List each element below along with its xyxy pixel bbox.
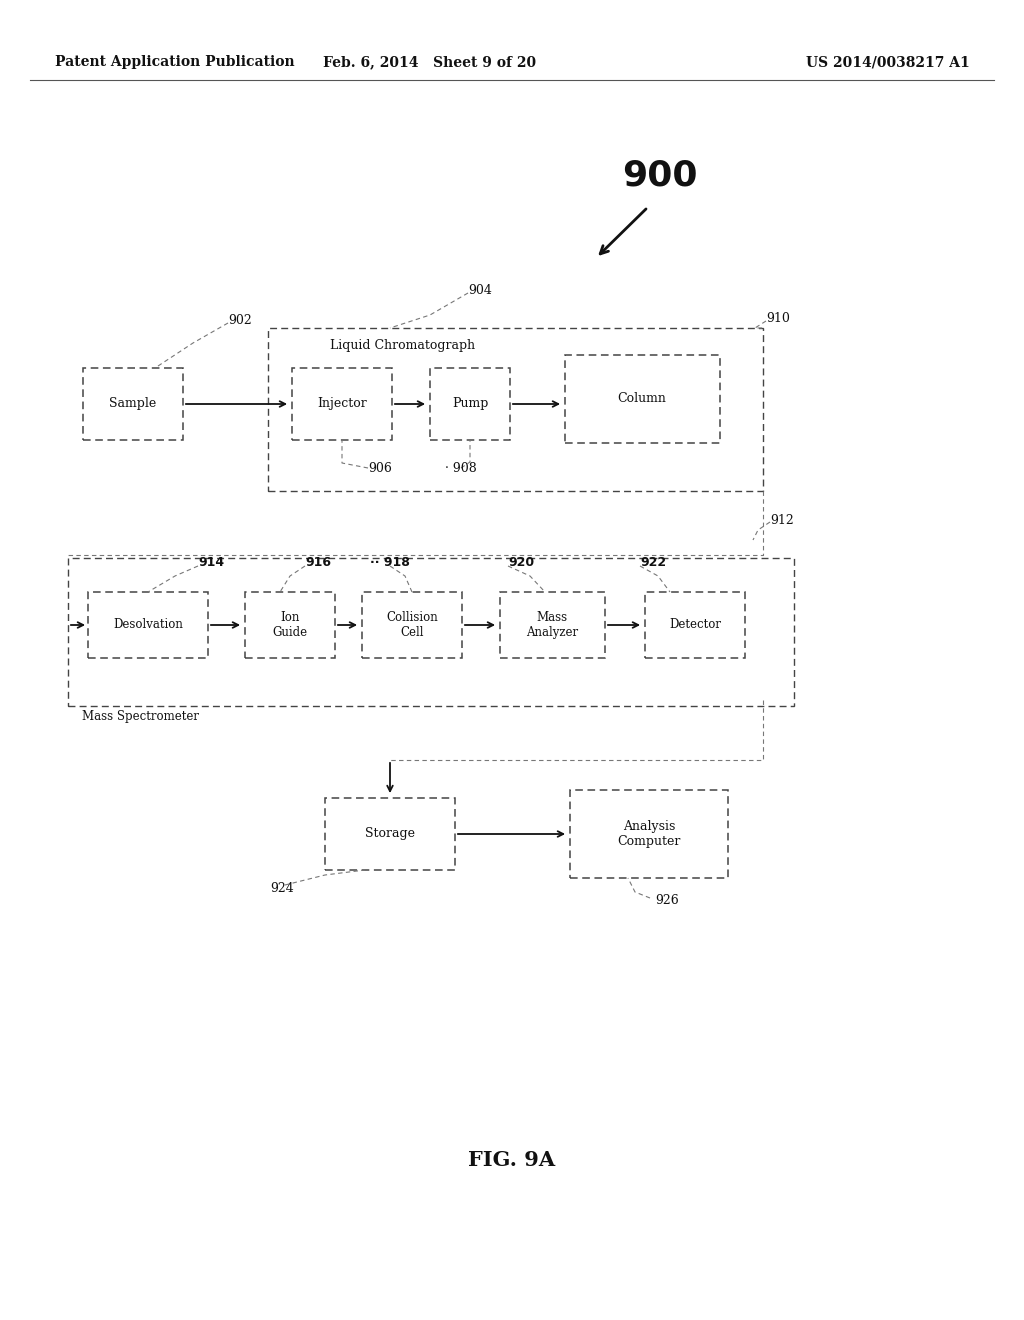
Bar xyxy=(245,591,335,657)
Text: Pump: Pump xyxy=(452,397,488,411)
Text: Sample: Sample xyxy=(110,397,157,411)
Bar xyxy=(500,591,605,657)
Bar xyxy=(565,355,720,444)
Bar xyxy=(645,591,745,657)
Text: 904: 904 xyxy=(468,284,492,297)
Text: 912: 912 xyxy=(770,513,794,527)
Bar xyxy=(268,327,763,491)
Text: Liquid Chromatograph: Liquid Chromatograph xyxy=(330,338,475,351)
Text: 900: 900 xyxy=(623,158,697,191)
Text: 924: 924 xyxy=(270,882,294,895)
Text: Feb. 6, 2014   Sheet 9 of 20: Feb. 6, 2014 Sheet 9 of 20 xyxy=(324,55,537,69)
Text: Ion
Guide: Ion Guide xyxy=(272,611,307,639)
Text: Column: Column xyxy=(617,392,667,405)
Text: Mass Spectrometer: Mass Spectrometer xyxy=(82,710,199,723)
Text: 926: 926 xyxy=(655,894,679,907)
Text: 922: 922 xyxy=(640,557,667,569)
Text: Patent Application Publication: Patent Application Publication xyxy=(55,55,295,69)
Text: Analysis
Computer: Analysis Computer xyxy=(617,820,681,847)
Text: ·· 918: ·· 918 xyxy=(370,557,410,569)
Text: 906: 906 xyxy=(368,462,392,474)
Bar xyxy=(88,591,208,657)
Bar xyxy=(68,558,794,706)
Text: US 2014/0038217 A1: US 2014/0038217 A1 xyxy=(806,55,970,69)
Text: 902: 902 xyxy=(228,314,252,326)
Text: Detector: Detector xyxy=(669,619,721,631)
Text: 910: 910 xyxy=(766,312,790,325)
Text: Injector: Injector xyxy=(317,397,367,411)
Text: · 908: · 908 xyxy=(445,462,477,474)
Text: FIG. 9A: FIG. 9A xyxy=(468,1150,556,1170)
Bar xyxy=(83,368,183,440)
Text: Collision
Cell: Collision Cell xyxy=(386,611,438,639)
Text: Mass
Analyzer: Mass Analyzer xyxy=(526,611,579,639)
Text: 916: 916 xyxy=(305,557,331,569)
Bar xyxy=(292,368,392,440)
Text: Desolvation: Desolvation xyxy=(113,619,183,631)
Bar xyxy=(325,799,455,870)
Bar xyxy=(570,789,728,878)
Bar xyxy=(362,591,462,657)
Text: Storage: Storage xyxy=(365,828,415,841)
Text: 914: 914 xyxy=(198,557,224,569)
Text: 920: 920 xyxy=(508,557,535,569)
Bar xyxy=(430,368,510,440)
